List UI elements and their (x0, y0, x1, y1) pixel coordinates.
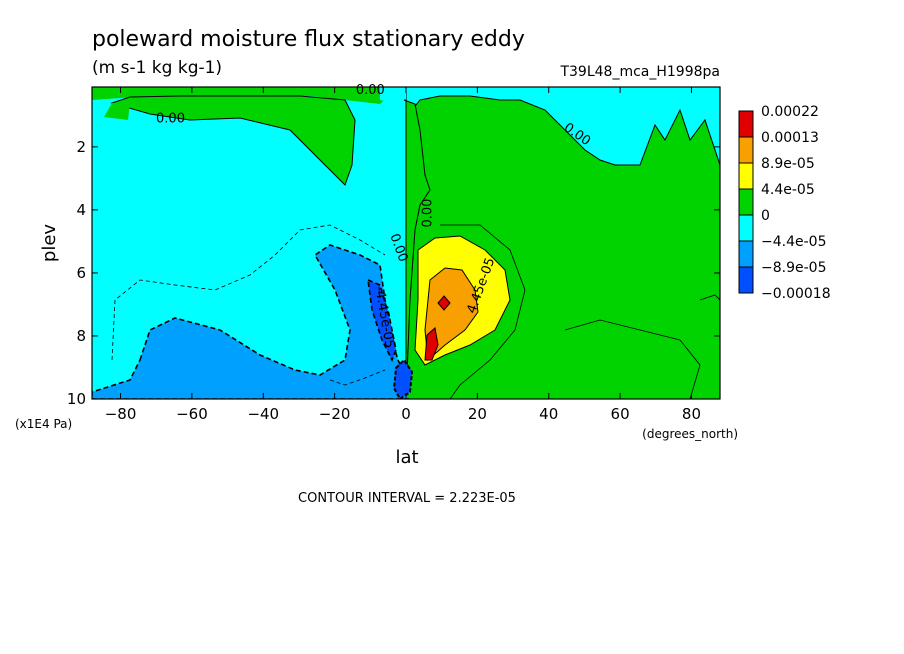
region-green-equator-strip (403, 99, 431, 399)
region-positive-red-max (437, 295, 451, 311)
legend-swatch (738, 188, 754, 216)
region-cyan-near-equator (380, 87, 406, 399)
y-tick-label: 4 (76, 201, 86, 219)
chart-subtitle: (m s-1 kg kg-1) (92, 58, 222, 78)
y-tick-label: 8 (76, 327, 86, 345)
contour-interval: CONTOUR INTERVAL = 2.223E-05 (298, 491, 516, 506)
x-tick-label: 0 (401, 405, 411, 423)
y-tick-label: 6 (76, 264, 86, 282)
contour-label-group: 0.00 (156, 112, 185, 127)
contour-line-negative-2 (329, 369, 386, 386)
contour-label-group: 0.00 (356, 83, 385, 98)
legend-label: 8.9e-05 (761, 156, 815, 172)
legend-label: −4.4e-05 (761, 234, 826, 250)
x-tick-label: 80 (682, 405, 701, 423)
x-tick-label: −40 (247, 405, 279, 423)
region-negative-strong-surface (392, 358, 414, 399)
region-negative-medium (92, 244, 409, 399)
x-tick-label: 40 (539, 405, 558, 423)
region-negative-strong (367, 278, 397, 362)
x-tick-label: 20 (468, 405, 487, 423)
contour-label: 0.00 (356, 83, 385, 98)
y-axis-unit: (x1E4 Pa) (15, 417, 72, 431)
x-axis-label: lat (395, 447, 418, 468)
legend-label: −0.00018 (761, 286, 831, 302)
legend-swatch (738, 240, 754, 268)
x-axis-ticks: −80 −60 −40 −20 0 20 40 60 80 (105, 87, 701, 423)
legend-swatch (738, 162, 754, 190)
color-legend: 0.00022 0.00013 8.9e-05 4.4e-05 0 −4.4e-05 −8.… (738, 104, 831, 302)
contour-line-negative-1 (111, 224, 386, 361)
region-upper-green-edge (104, 102, 130, 120)
legend-label: 0.00022 (761, 104, 819, 120)
contour-label: 0.00 (420, 199, 435, 228)
contour-label-group: 0.00 (420, 199, 435, 228)
legend-label: 0 (761, 208, 770, 224)
legend-label: −8.9e-05 (761, 260, 826, 276)
y-axis-ticks: 2 4 6 8 10 (67, 138, 720, 408)
x-tick-label: −20 (319, 405, 351, 423)
y-tick-label: 10 (67, 390, 86, 408)
y-axis-label: plev (39, 224, 60, 263)
run-label: T39L48_mca_H1998pa (559, 64, 720, 80)
plot-area (92, 87, 720, 399)
chart-title: poleward moisture flux stationary eddy (92, 27, 525, 52)
legend-swatch (738, 136, 754, 164)
legend-label: 4.4e-05 (761, 182, 815, 198)
legend-label: 0.00013 (761, 130, 819, 146)
x-tick-label: 60 (611, 405, 630, 423)
y-tick-label: 2 (76, 138, 86, 156)
contour-label: 0.00 (156, 112, 185, 127)
x-axis-unit: (degrees_north) (642, 427, 738, 441)
region-upper-green-south (110, 95, 356, 186)
region-upper-cyan-north (405, 87, 720, 166)
legend-swatch (738, 266, 754, 294)
x-tick-label: −80 (105, 405, 137, 423)
contour-line-positive-2 (564, 319, 701, 399)
x-tick-label: −60 (176, 405, 208, 423)
contour-line-positive-3 (699, 294, 720, 301)
contour-line-positive-1 (440, 224, 526, 399)
legend-swatch (738, 110, 754, 138)
legend-swatch (738, 214, 754, 242)
region-positive-red-strip (424, 327, 439, 361)
